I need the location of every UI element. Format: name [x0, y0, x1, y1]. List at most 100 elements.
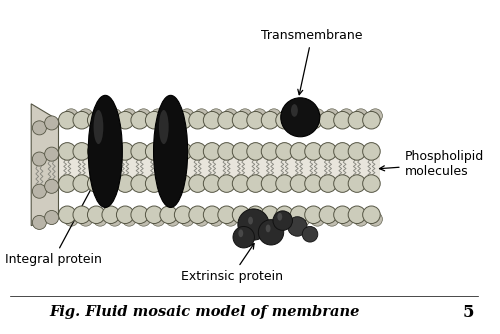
- Circle shape: [282, 212, 296, 226]
- Circle shape: [174, 143, 192, 160]
- Circle shape: [262, 206, 279, 223]
- Text: Phospholipid
molecules: Phospholipid molecules: [380, 150, 484, 178]
- Circle shape: [262, 175, 279, 192]
- Ellipse shape: [88, 95, 122, 207]
- Circle shape: [354, 212, 368, 226]
- Circle shape: [354, 109, 368, 123]
- Circle shape: [73, 143, 90, 160]
- Circle shape: [146, 112, 163, 129]
- Circle shape: [78, 109, 92, 123]
- Ellipse shape: [94, 110, 104, 144]
- Circle shape: [258, 220, 283, 245]
- Circle shape: [340, 109, 353, 123]
- Circle shape: [233, 226, 254, 248]
- Circle shape: [204, 112, 221, 129]
- Circle shape: [334, 143, 351, 160]
- Circle shape: [238, 109, 252, 123]
- Circle shape: [180, 212, 194, 226]
- Circle shape: [348, 175, 366, 192]
- Circle shape: [290, 143, 308, 160]
- Circle shape: [88, 112, 105, 129]
- Circle shape: [131, 175, 148, 192]
- Circle shape: [151, 212, 165, 226]
- Text: Extrinsic protein: Extrinsic protein: [181, 243, 283, 283]
- Text: Transmembrane: Transmembrane: [261, 29, 362, 95]
- Text: 5: 5: [462, 304, 473, 321]
- Circle shape: [44, 147, 59, 161]
- Circle shape: [160, 112, 178, 129]
- Circle shape: [102, 206, 120, 223]
- Circle shape: [58, 112, 76, 129]
- Circle shape: [151, 109, 165, 123]
- Circle shape: [319, 206, 337, 223]
- Circle shape: [64, 109, 78, 123]
- Circle shape: [102, 143, 120, 160]
- Circle shape: [136, 212, 150, 226]
- Circle shape: [310, 212, 324, 226]
- Circle shape: [340, 212, 353, 226]
- Circle shape: [296, 109, 310, 123]
- Circle shape: [282, 109, 296, 123]
- Circle shape: [276, 206, 293, 223]
- Circle shape: [296, 212, 310, 226]
- Circle shape: [189, 143, 206, 160]
- Circle shape: [204, 175, 221, 192]
- Circle shape: [78, 212, 92, 226]
- Circle shape: [362, 206, 380, 223]
- Circle shape: [252, 212, 266, 226]
- Circle shape: [276, 112, 293, 129]
- Circle shape: [290, 112, 308, 129]
- Circle shape: [93, 109, 107, 123]
- Circle shape: [44, 116, 59, 130]
- Circle shape: [189, 175, 206, 192]
- Circle shape: [73, 175, 90, 192]
- Circle shape: [362, 112, 380, 129]
- Circle shape: [247, 206, 264, 223]
- Circle shape: [209, 109, 223, 123]
- Circle shape: [189, 112, 206, 129]
- Circle shape: [232, 206, 250, 223]
- Circle shape: [102, 175, 120, 192]
- Circle shape: [290, 175, 308, 192]
- Circle shape: [232, 175, 250, 192]
- Circle shape: [131, 112, 148, 129]
- Circle shape: [276, 143, 293, 160]
- Circle shape: [160, 206, 178, 223]
- Circle shape: [131, 206, 148, 223]
- Circle shape: [102, 112, 120, 129]
- Circle shape: [166, 109, 179, 123]
- Circle shape: [166, 212, 179, 226]
- Text: Integral protein: Integral protein: [5, 184, 102, 266]
- Circle shape: [44, 179, 59, 193]
- Circle shape: [368, 212, 382, 226]
- Circle shape: [304, 206, 322, 223]
- Circle shape: [290, 206, 308, 223]
- Circle shape: [325, 109, 339, 123]
- Circle shape: [247, 175, 264, 192]
- Circle shape: [362, 143, 380, 160]
- Circle shape: [88, 175, 105, 192]
- Circle shape: [58, 175, 76, 192]
- Circle shape: [325, 212, 339, 226]
- Circle shape: [44, 210, 59, 224]
- Circle shape: [334, 112, 351, 129]
- Circle shape: [88, 143, 105, 160]
- Circle shape: [32, 215, 46, 229]
- Circle shape: [348, 112, 366, 129]
- Circle shape: [180, 109, 194, 123]
- Circle shape: [334, 206, 351, 223]
- Circle shape: [122, 212, 136, 226]
- Circle shape: [116, 175, 134, 192]
- Circle shape: [174, 112, 192, 129]
- Circle shape: [348, 143, 366, 160]
- Circle shape: [310, 109, 324, 123]
- Ellipse shape: [238, 229, 243, 237]
- Circle shape: [362, 175, 380, 192]
- Circle shape: [319, 175, 337, 192]
- Circle shape: [160, 175, 178, 192]
- Circle shape: [334, 175, 351, 192]
- Circle shape: [131, 143, 148, 160]
- Circle shape: [262, 143, 279, 160]
- Circle shape: [88, 206, 105, 223]
- Circle shape: [218, 112, 236, 129]
